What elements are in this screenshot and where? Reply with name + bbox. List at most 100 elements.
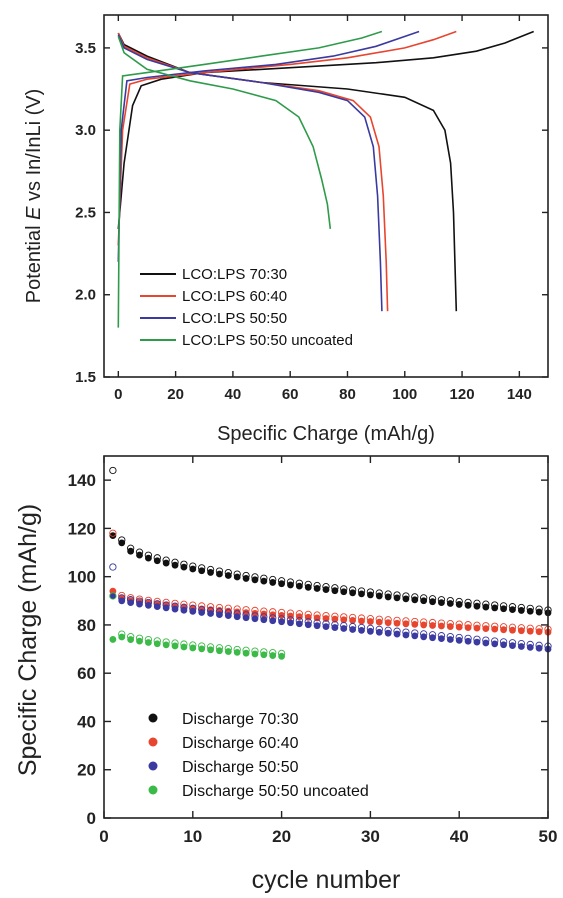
series-2-discharge-point	[260, 616, 268, 624]
y-tick-label-bottom-5: 100	[68, 568, 96, 587]
series-1-discharge-point	[526, 627, 534, 635]
series-0-charge-point	[109, 466, 117, 475]
series-3-discharge-point	[224, 648, 232, 655]
series-0-charge-line	[117, 30, 534, 229]
series-1-charge-line	[117, 30, 457, 246]
y-tick-label-top-3: 3.0	[75, 122, 96, 139]
series-0-discharge-point	[295, 582, 303, 590]
series-1-discharge-point	[438, 622, 445, 630]
series-3-discharge-point	[118, 633, 126, 641]
series-2-discharge-point	[136, 600, 143, 608]
series-2-discharge-point	[349, 626, 357, 633]
y-tick-label-bottom-7: 140	[68, 471, 96, 490]
x-tick-label-bottom-4: 40	[450, 827, 469, 846]
series-2-discharge-point	[500, 641, 507, 649]
series-2-discharge-point	[367, 627, 374, 635]
voltage-profile-chart: 0 20 40 60 80 100 120 140 1.5 2.0 2.5 3.0 3.5 LCO:LP…	[23, 14, 549, 445]
series-3-discharge-point	[127, 636, 135, 643]
series-0-discharge-point	[162, 559, 170, 567]
legend-marker-bottom-0	[148, 713, 158, 723]
series-3-discharge-line	[117, 36, 332, 229]
series-0-discharge-point	[375, 592, 383, 600]
legend-label-bottom-0: Discharge 70:30	[182, 711, 299, 728]
series-0-discharge-point	[216, 570, 223, 578]
series-0-discharge-point	[189, 565, 197, 573]
series-0-discharge-point	[260, 577, 268, 585]
voltage-curves	[117, 30, 534, 328]
series-1-discharge-point	[491, 625, 499, 633]
series-2-discharge-point	[340, 625, 348, 632]
y-tick-label-bottom-4: 80	[77, 616, 96, 635]
series-2-discharge-point	[482, 639, 490, 647]
series-2-discharge-point	[233, 613, 241, 621]
x-tick-label-bottom-1: 10	[183, 827, 202, 846]
series-0-discharge-point	[109, 532, 117, 540]
x-tick-label-top-1: 20	[167, 386, 184, 403]
series-3-discharge-point	[198, 645, 206, 653]
series-3-discharge-point	[242, 649, 250, 657]
series-1-discharge-point	[473, 624, 481, 632]
y-axis-title-top: Potential E vs In/InLi (V)	[23, 89, 45, 304]
series-2-discharge-point	[189, 607, 197, 615]
x-tick-label-bottom-3: 30	[361, 827, 380, 846]
series-1-discharge-point	[287, 612, 294, 620]
series-3-discharge-point	[216, 647, 223, 655]
series-2-discharge-point	[278, 618, 285, 626]
series-2-discharge-point	[171, 605, 179, 613]
series-2-charge-line	[117, 30, 420, 262]
series-2-discharge-point	[438, 635, 445, 642]
series-1-discharge-point	[349, 616, 357, 624]
y-tick-label-top-2: 2.5	[75, 204, 96, 221]
series-2-discharge-point	[358, 626, 365, 634]
series-1-discharge-point	[375, 618, 383, 626]
series-2-discharge-point	[304, 621, 312, 629]
series-3-discharge-point	[162, 641, 170, 649]
legend-label-top-3: LCO:LPS 50:50 uncoated	[182, 332, 353, 349]
legend-marker-bottom-3	[148, 785, 158, 795]
series-0-discharge-point	[242, 575, 250, 582]
series-0-discharge-line	[117, 32, 458, 312]
series-2-discharge-point	[446, 636, 454, 643]
series-3-charge-point	[109, 592, 117, 600]
series-3-charge-line	[117, 30, 383, 328]
x-axis-title-top: Specific Charge (mAh/g)	[217, 423, 435, 445]
series-2-discharge-point	[464, 637, 472, 645]
series-1-discharge-point	[535, 628, 543, 636]
series-1-discharge-point	[331, 615, 339, 623]
x-tick-label-top-6: 120	[450, 386, 475, 403]
series-2-discharge-point	[322, 623, 330, 631]
legend-label-bottom-2: Discharge 50:50	[182, 759, 299, 776]
series-1-discharge-point	[411, 620, 419, 628]
series-0-discharge-point	[384, 593, 392, 601]
y-axis-title-bottom: Specific Charge (mAh/g)	[14, 504, 42, 776]
series-1-discharge-point	[482, 625, 490, 633]
series-2-discharge-point	[535, 644, 543, 652]
series-2-discharge-point	[491, 640, 499, 648]
series-0-discharge-point	[127, 547, 135, 555]
series-2-discharge-point	[295, 620, 303, 628]
series-2-discharge-point	[331, 624, 339, 631]
series-2-discharge-point	[109, 592, 117, 600]
legend-marker-bottom-2	[148, 761, 158, 771]
x-tick-label-bottom-5: 50	[539, 827, 558, 846]
series-1-discharge-point	[446, 623, 454, 630]
series-3-discharge-point	[207, 646, 214, 654]
x-tick-label-top-4: 80	[339, 386, 356, 403]
series-0-discharge-point	[402, 595, 410, 603]
series-2-discharge-point	[455, 636, 463, 644]
series-2-discharge-point	[153, 603, 161, 611]
series-0-discharge-point	[367, 591, 374, 599]
legend-top: LCO:LPS 70:30 LCO:LPS 60:40 LCO:LPS 50:50 L…	[140, 266, 353, 349]
x-tick-label-top-5: 100	[392, 386, 417, 403]
series-2-discharge-point	[517, 643, 525, 650]
series-0-discharge-point	[269, 579, 277, 586]
series-0-discharge-point	[322, 586, 330, 593]
series-2-discharge-point	[429, 634, 436, 642]
series-0-discharge-point	[331, 587, 339, 595]
series-3-discharge-point	[260, 651, 268, 659]
series-0-discharge-point	[145, 554, 152, 562]
series-0-discharge-point	[278, 580, 285, 588]
series-3-discharge-point	[145, 639, 152, 646]
series-0-discharge-point	[233, 573, 241, 581]
series-2-discharge-point	[127, 599, 135, 606]
